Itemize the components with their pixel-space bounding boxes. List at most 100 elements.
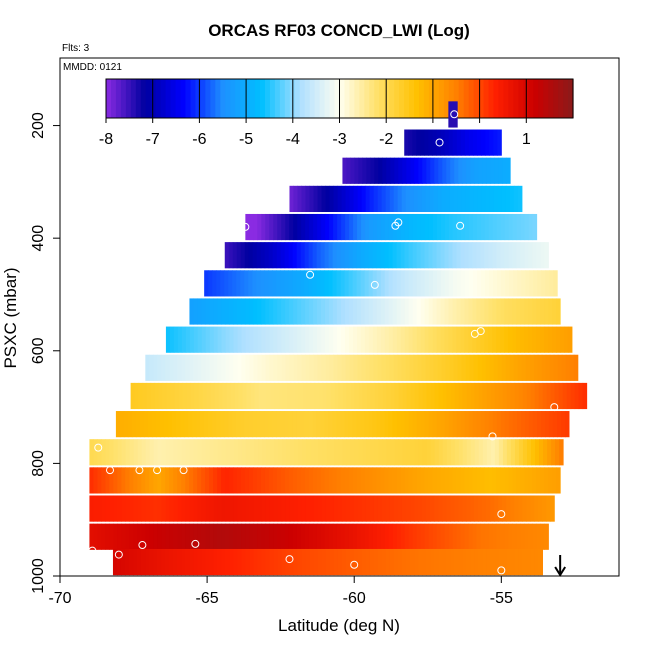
heatmap-cell [261, 326, 266, 353]
heatmap-cell [254, 382, 260, 410]
heatmap-cell [143, 411, 149, 438]
heatmap-cell [540, 523, 545, 550]
heatmap-cell [301, 354, 306, 381]
heatmap-cell [265, 354, 270, 381]
heatmap-cell [509, 354, 515, 381]
heatmap-cell [448, 411, 454, 438]
heatmap-cell [413, 185, 419, 213]
heatmap-cell [500, 326, 505, 353]
heatmap-cell [337, 213, 342, 241]
heatmap-cell [217, 467, 222, 494]
heatmap-cell [434, 382, 440, 410]
heatmap-cell [536, 467, 541, 494]
heatmap-cell [137, 548, 142, 576]
heatmap-cell [301, 548, 307, 576]
heatmap-cell [516, 467, 521, 494]
heatmap-cell [252, 270, 257, 297]
heatmap-cell [252, 411, 257, 438]
heatmap-cell [352, 270, 358, 297]
heatmap-cell [501, 185, 507, 213]
heatmap-cell [281, 495, 287, 522]
heatmap-cell [232, 411, 237, 438]
heatmap-cell [345, 185, 351, 213]
heatmap-cell [470, 548, 475, 576]
heatmap-cell [349, 326, 354, 353]
heatmap-cell [389, 185, 395, 213]
colorbar-swatch [140, 79, 147, 118]
heatmap-cell [372, 270, 378, 297]
heatmap-cell [182, 382, 188, 410]
x-axis-label: Latitude (deg N) [278, 616, 400, 635]
colorbar-swatch [453, 79, 460, 118]
heatmap-cell [337, 185, 343, 213]
heatmap-cell [314, 439, 319, 466]
heatmap-cell [485, 270, 490, 297]
colorbar-swatch [543, 79, 549, 118]
heatmap-cell [149, 523, 154, 550]
heatmap-cell [460, 298, 465, 325]
heatmap-cell [456, 298, 462, 325]
heatmap-cell [133, 467, 138, 494]
y-tick-label: 800 [30, 450, 47, 477]
colorbar-swatch [205, 79, 211, 118]
colorbar-swatch [548, 79, 554, 118]
heatmap-cell [165, 523, 170, 550]
heatmap-cell [530, 439, 536, 466]
heatmap-cell [309, 548, 315, 576]
heatmap-cell [418, 548, 423, 576]
heatmap-cell [268, 242, 274, 269]
heatmap-cell [181, 354, 186, 381]
heatmap-cell [549, 354, 555, 381]
heatmap-cell [350, 439, 355, 466]
heatmap-cell [578, 382, 584, 410]
heatmap-cell [565, 354, 571, 381]
heatmap-cell [197, 439, 203, 466]
heatmap-cell [488, 523, 494, 550]
heatmap-cell [185, 548, 190, 576]
heatmap-cell [245, 548, 250, 576]
heatmap-cell [476, 213, 482, 241]
heatmap-cell [310, 439, 315, 466]
heatmap-cell [488, 298, 493, 325]
x-tick-label: -65 [196, 590, 219, 607]
heatmap-cell [352, 242, 358, 269]
heatmap-cell [302, 439, 307, 466]
heatmap-cell [417, 354, 423, 381]
heatmap-cell [354, 439, 359, 466]
heatmap-cell [493, 354, 499, 381]
heatmap-cell [496, 467, 501, 494]
heatmap-cell [258, 439, 263, 466]
heatmap-cell [350, 382, 356, 410]
heatmap-cell [245, 467, 250, 494]
heatmap-cell [476, 411, 482, 438]
heatmap-cell [482, 439, 488, 466]
colorbar-swatch [284, 79, 291, 118]
heatmap-cell [281, 213, 286, 241]
heatmap-cell [440, 298, 446, 325]
heatmap-cell [289, 185, 294, 213]
heatmap-cell [309, 185, 315, 213]
heatmap-cell [376, 270, 382, 297]
heatmap-cell [361, 213, 366, 241]
heatmap-cell [193, 354, 198, 381]
heatmap-cell [428, 411, 434, 438]
heatmap-cell [540, 411, 546, 438]
heatmap-cell [444, 411, 450, 438]
heatmap-cell [286, 439, 291, 466]
heatmap-cell [174, 382, 180, 410]
heatmap-cell [166, 382, 172, 410]
y-tick-label: 1000 [30, 558, 47, 594]
heatmap-cell [218, 382, 224, 410]
heatmap-cell [416, 411, 422, 438]
heatmap-cell [546, 495, 551, 522]
colorbar-swatch [518, 79, 524, 118]
heatmap-cell [510, 439, 516, 466]
heatmap-cell [177, 326, 183, 353]
y-tick-label: 600 [30, 337, 47, 364]
colorbar-swatch [155, 79, 162, 118]
heatmap-cell [410, 439, 416, 466]
heatmap-cell [396, 242, 402, 269]
heatmap-cell [177, 523, 182, 550]
heatmap-cell [446, 157, 451, 184]
heatmap-cell [284, 411, 289, 438]
